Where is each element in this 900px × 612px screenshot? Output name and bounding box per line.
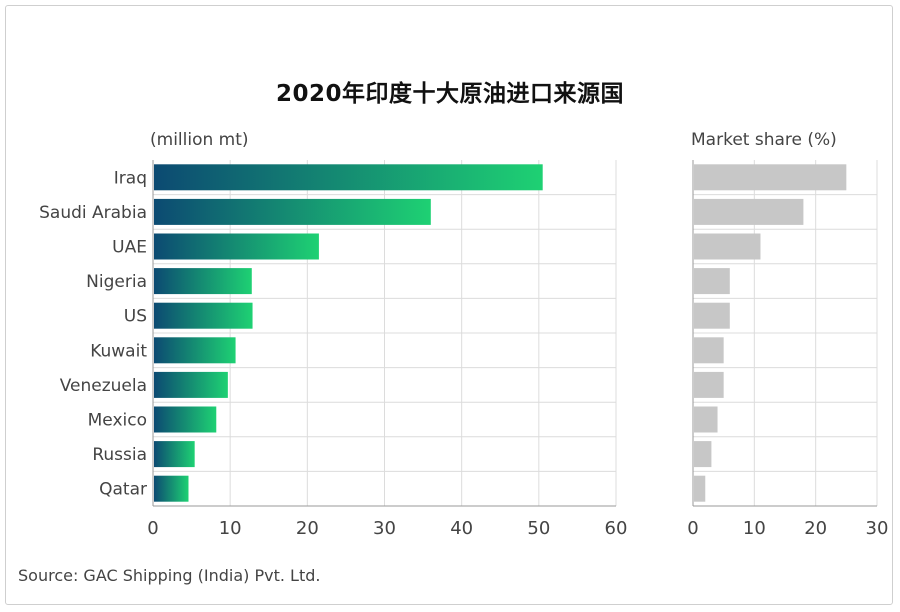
volume-bar xyxy=(154,475,189,502)
share-tick-label: 20 xyxy=(804,518,827,539)
share-bar xyxy=(694,441,712,468)
volume-tick-label: 40 xyxy=(450,518,473,539)
category-label: Mexico xyxy=(88,411,147,431)
category-label: Iraq xyxy=(114,168,147,188)
share-bar xyxy=(694,198,804,225)
share-bar xyxy=(694,233,761,260)
category-label: Venezuela xyxy=(60,376,147,396)
share-bar xyxy=(694,164,847,191)
volume-tick-label: 20 xyxy=(296,518,319,539)
category-label: Russia xyxy=(92,445,147,465)
chart-title: 2020年印度十大原油进口来源国 xyxy=(275,81,624,107)
share-tick-label: 10 xyxy=(743,518,766,539)
volume-tick-label: 50 xyxy=(527,518,550,539)
source-note: Source: GAC Shipping (India) Pvt. Ltd. xyxy=(18,566,321,585)
volume-tick-label: 10 xyxy=(219,518,242,539)
share-tick-label: 30 xyxy=(866,518,889,539)
category-label: UAE xyxy=(112,238,147,258)
volume-tick-label: 60 xyxy=(605,518,628,539)
share-bar xyxy=(694,302,730,329)
volume-bar xyxy=(154,268,252,295)
share-tick-label: 0 xyxy=(687,518,698,539)
volume-bar xyxy=(154,371,228,398)
category-label: Saudi Arabia xyxy=(39,203,147,223)
volume-unit-label: (million mt) xyxy=(150,130,249,150)
category-label: Kuwait xyxy=(90,341,147,361)
volume-bar xyxy=(154,302,253,329)
share-unit-label: Market share (%) xyxy=(691,130,837,150)
share-bar xyxy=(694,406,718,433)
share-bar xyxy=(694,371,724,398)
category-label: Nigeria xyxy=(86,272,147,292)
share-bar xyxy=(694,268,730,295)
chart-frame xyxy=(5,5,893,605)
volume-bar xyxy=(154,164,543,191)
volume-bar xyxy=(154,337,236,364)
share-bar xyxy=(694,475,706,502)
volume-bar xyxy=(154,233,319,260)
volume-bar xyxy=(154,406,217,433)
volume-bar xyxy=(154,441,195,468)
share-bar xyxy=(694,337,724,364)
category-label: Qatar xyxy=(99,480,147,500)
volume-tick-label: 30 xyxy=(373,518,396,539)
volume-bar xyxy=(154,198,431,225)
volume-tick-label: 0 xyxy=(147,518,158,539)
category-label: US xyxy=(124,307,147,327)
